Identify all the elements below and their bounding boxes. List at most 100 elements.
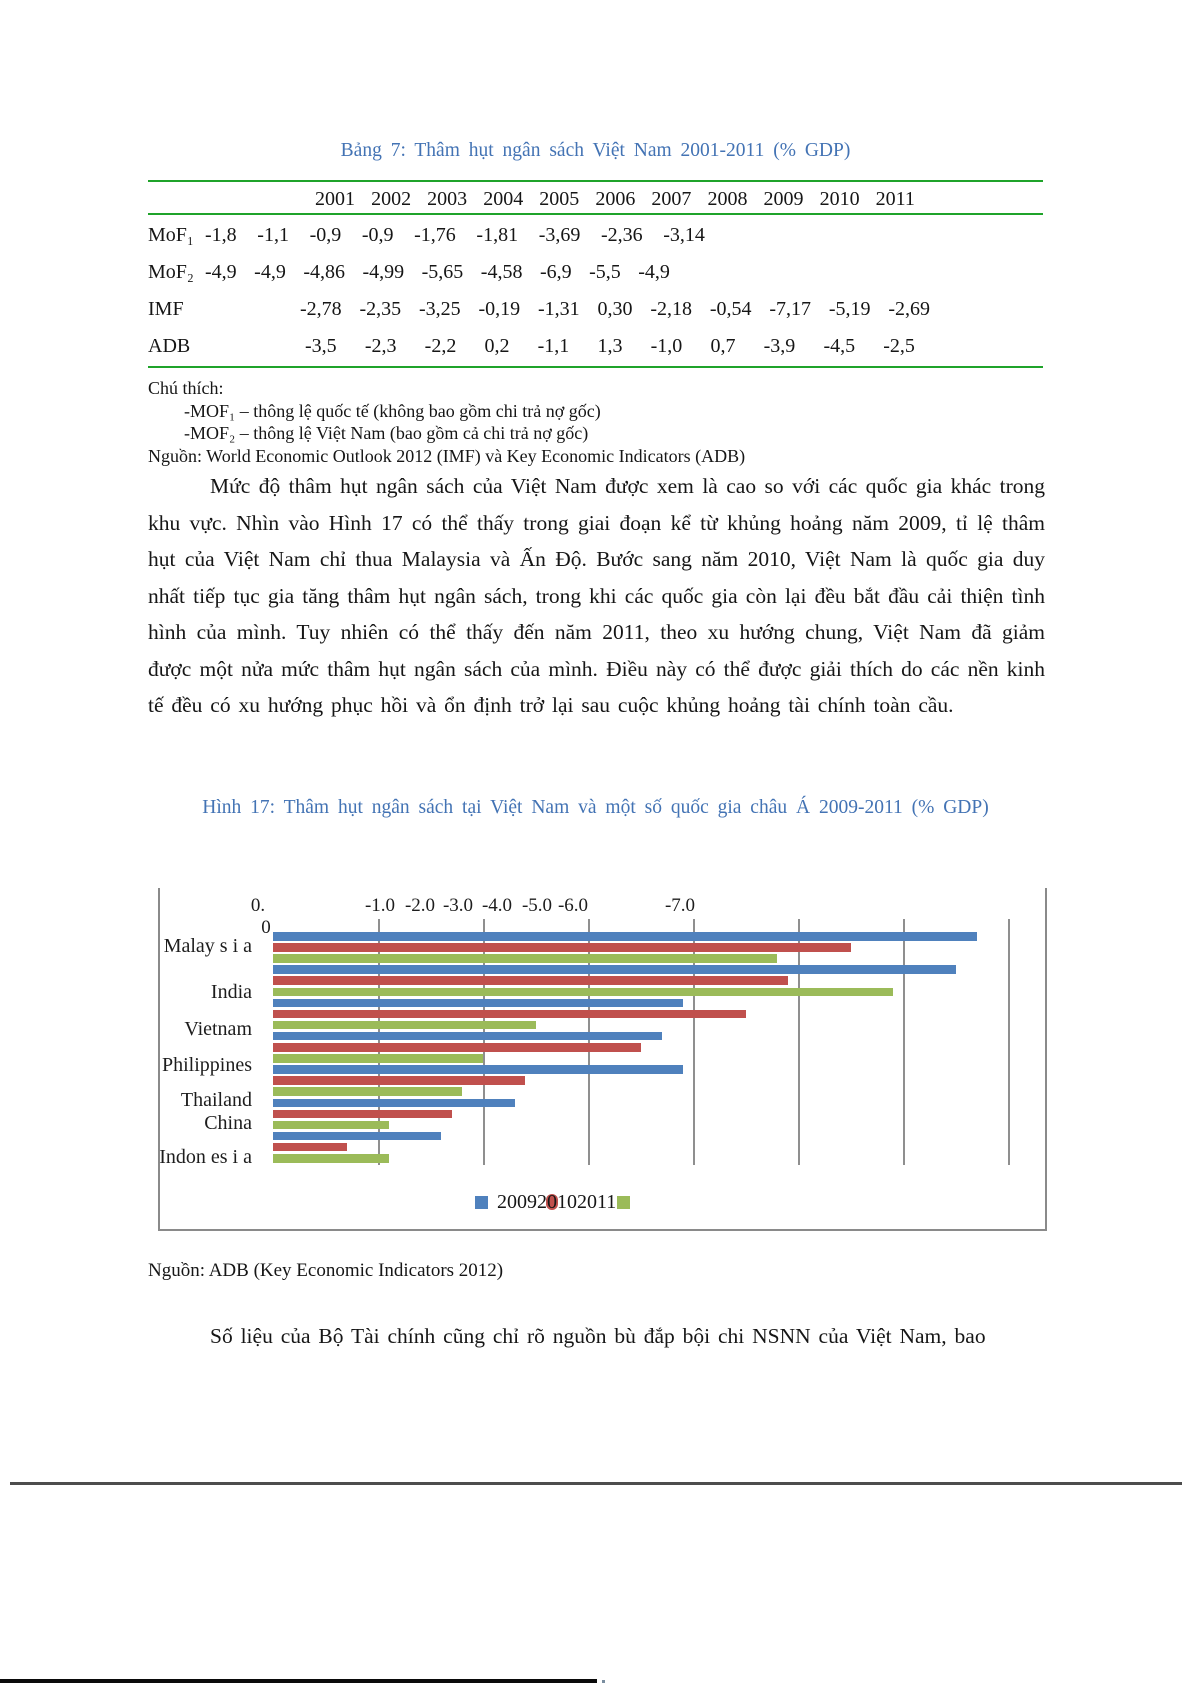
chart-gridline [588, 919, 590, 1165]
table-cell: -4,99 [362, 261, 405, 283]
table-cell: -2,78 [300, 298, 342, 320]
category-label-china: China [204, 1112, 252, 1134]
footer-separator-line [10, 1482, 1182, 1485]
year-header-cell: 2006 [595, 188, 636, 210]
legend-marker-2010 [546, 1194, 558, 1210]
table-title: Bảng 7: Thâm hụt ngân sách Việt Nam 2001… [340, 140, 851, 161]
table-cell: -5,5 [589, 261, 621, 283]
chart-gridline [798, 919, 800, 1165]
row-label: ADB [148, 335, 191, 357]
table-rule-bottom [148, 366, 1043, 368]
table-row: IMF -2,78 -2,35 -3,25 -0,19 -1,31 0,30 -2,18 -0,… [148, 298, 930, 321]
table-cell: -2,69 [888, 298, 930, 320]
table-cell: -1,0 [650, 335, 683, 357]
row-values: -1,8 -1,1 -0,9 -0,9 -1,76 -1,81 -3,69 -2,36 -3,1… [205, 224, 705, 247]
legend-marker-2009 [475, 1196, 488, 1209]
bar-china-2009 [273, 1098, 515, 1108]
table-cell: -4,5 [823, 335, 856, 357]
figure-caption: Hình 17: Thâm hụt ngân sách tại Việt Nam… [202, 797, 989, 818]
table-source: Nguồn: World Economic Outlook 2012 (IMF)… [148, 445, 746, 466]
notes-list: -MOF₁ – thông lệ quốc tế (không bao gồm … [148, 400, 745, 445]
table-cell: -3,69 [538, 224, 581, 246]
legend-years: 200920102011 [497, 1191, 617, 1213]
row-values: -4,9 -4,9 -4,86 -4,99 -5,65 -4,58 -6,9 -5,5 -4,9 [205, 261, 670, 284]
year-header-cell: 2004 [483, 188, 524, 210]
bar-indonesia-2010 [273, 1142, 347, 1152]
category-label-vietnam: Vietnam [184, 1018, 252, 1040]
table-cell: -3,14 [663, 224, 705, 246]
table-row: MoF₂ -4,9 -4,9 -4,86 -4,99 -5,65 -4,58 -6,9 -5,5… [148, 261, 670, 284]
table-cell: -0,9 [361, 224, 394, 246]
row-label: IMF [148, 298, 184, 320]
axis-tick-label: -7.0 [664, 895, 696, 916]
chart-frame-left [158, 888, 160, 1231]
bar-vietnam-2009 [273, 998, 683, 1008]
table-cell: -3,9 [763, 335, 796, 357]
table-cell: 1,3 [597, 335, 623, 357]
table-cell: -3,25 [419, 298, 461, 320]
table-cell: 0,2 [484, 335, 510, 357]
year-header-cell: 2008 [707, 188, 748, 210]
axis-zero-label: 0 [261, 917, 271, 938]
axis-tick-label: -5.0 [521, 895, 553, 916]
axis-tick-label: 0. [250, 895, 266, 916]
chart-gridline [693, 919, 695, 1165]
body-paragraph-1: Mức độ thâm hụt ngân sách của Việt Nam đ… [148, 474, 1045, 717]
body-paragraph-2: Số liệu của Bộ Tài chính cũng chỉ rõ ngu… [210, 1324, 986, 1348]
note-line: -MOF₁ – thông lệ quốc tế (không bao gồm … [184, 400, 601, 421]
year-header-cell: 2002 [371, 188, 412, 210]
bar-vietnam-2010 [273, 1009, 746, 1019]
table-cell: -4,58 [480, 261, 523, 283]
year-header-cell: 2001 [315, 188, 355, 210]
chart-gridline [903, 919, 905, 1165]
chart-gridline [1008, 919, 1010, 1165]
bar-philippines-2009 [273, 1031, 662, 1041]
axis-tick-label: -1.0 [364, 895, 396, 916]
table-cell: -4,9 [205, 261, 237, 283]
year-header-cell: 2005 [539, 188, 580, 210]
table-cell: -6,9 [539, 261, 572, 283]
table-cell: -1,81 [476, 224, 519, 246]
table-cell: -1,76 [414, 224, 456, 246]
bar-indonesia-2011 [273, 1154, 389, 1163]
row-values: -2,78 -2,35 -3,25 -0,19 -1,31 0,30 -2,18 -0,54-… [300, 298, 930, 321]
table-cell: -2,36 [600, 224, 643, 246]
year-header-cell: 2010 [819, 188, 860, 210]
table-row: ADB -3,5 -2,3 -2,2 0,2 -1,1 1,3 -1,0 0,7 -3,9 -4,5… [148, 335, 915, 358]
bar-china-2011 [273, 1120, 389, 1130]
row-label: MoF₁ [148, 224, 194, 246]
year-header-cell: 2003 [427, 188, 468, 210]
bar-thailand-2011 [273, 1087, 462, 1096]
bar-malaysia-2009 [273, 932, 977, 941]
table-cell: -7,17 [769, 298, 811, 320]
year-header-cell: 2009 [763, 188, 804, 210]
table-cell: 0,7 [710, 335, 736, 357]
table-cell: -2,35 [359, 298, 402, 320]
table-cell: -1,1 [257, 224, 289, 246]
chart-gridline [378, 919, 380, 1165]
row-values: -3,5 -2,3 -2,2 0,2 -1,1 1,3 -1,0 0,7 -3,9 -4,5 -2,… [305, 335, 915, 358]
bar-vietnam-2011 [273, 1020, 536, 1030]
page-bottom-tick [602, 1680, 605, 1683]
table-cell: -1,1 [537, 335, 570, 357]
axis-tick-label: -6.0 [557, 895, 589, 916]
note-line: -MOF₂ – thông lệ Việt Nam (bao gồm cả ch… [184, 423, 589, 443]
table-rule-header [148, 213, 1043, 215]
category-label-thailand: Thailand [180, 1089, 252, 1111]
notes-heading: Chú thích: [148, 378, 224, 398]
bar-india-2009 [273, 965, 956, 974]
category-label-malaysia: Malay s i a [163, 935, 252, 957]
bar-india-2010 [273, 976, 788, 985]
table-cell: -0,9 [309, 224, 342, 246]
row-label: MoF₂ [148, 261, 194, 283]
table-cell: -5,65 [421, 261, 464, 283]
table-cell: -5,19 [828, 298, 871, 320]
chart-gridline [483, 919, 485, 1165]
year-header-cell: 2011 [875, 188, 915, 210]
year-header-cell: 2007 [651, 188, 692, 210]
table-cell: -0,54 [709, 298, 752, 320]
chart-frame-bottom [158, 1229, 1047, 1231]
bar-india-2011 [273, 987, 893, 997]
category-label-philippines: Philippines [161, 1054, 252, 1076]
chart-legend: 200920102011 [475, 1191, 631, 1214]
